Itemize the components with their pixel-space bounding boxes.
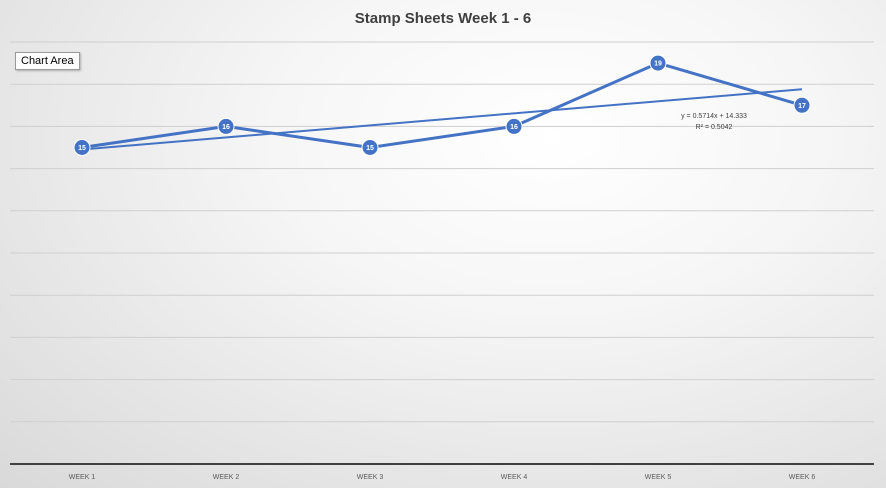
x-tick-labels: WEEK 1 WEEK 2 WEEK 3 WEEK 4 WEEK 5 WEEK 6: [69, 474, 816, 481]
x-tick-label: WEEK 1: [69, 474, 96, 481]
chart-area-tooltip: Chart Area: [15, 52, 80, 70]
data-point[interactable]: [505, 117, 523, 135]
data-label: 19: [654, 61, 662, 68]
data-point[interactable]: [649, 54, 667, 72]
x-tick-label: WEEK 5: [645, 474, 672, 481]
data-point[interactable]: [73, 139, 91, 156]
trendline-group: y = 0.5714x + 14.333 R² = 0.5042: [81, 88, 803, 151]
x-tick-label: WEEK 2: [213, 474, 240, 481]
data-point[interactable]: [361, 139, 379, 156]
trendline-r-squared: R² = 0.5042: [696, 124, 733, 131]
series-group: 15 16 15 16 19 17: [73, 54, 811, 156]
data-label: 16: [510, 124, 518, 131]
data-label: 15: [366, 145, 374, 152]
data-point[interactable]: [217, 117, 235, 135]
chart-title: Stamp Sheets Week 1 - 6: [354, 10, 532, 27]
trendline-equation: y = 0.5714x + 14.333: [681, 113, 747, 120]
x-tick-label: WEEK 4: [501, 474, 528, 481]
trendline[interactable]: [81, 88, 803, 151]
x-tick-label: WEEK 6: [789, 474, 816, 481]
series-line[interactable]: [81, 61, 803, 149]
data-label: 17: [798, 103, 806, 110]
data-label: 16: [222, 124, 230, 131]
gridlines: [10, 41, 874, 423]
x-tick-label: WEEK 3: [357, 474, 384, 481]
data-label: 15: [78, 145, 86, 152]
data-point[interactable]: [793, 96, 811, 114]
